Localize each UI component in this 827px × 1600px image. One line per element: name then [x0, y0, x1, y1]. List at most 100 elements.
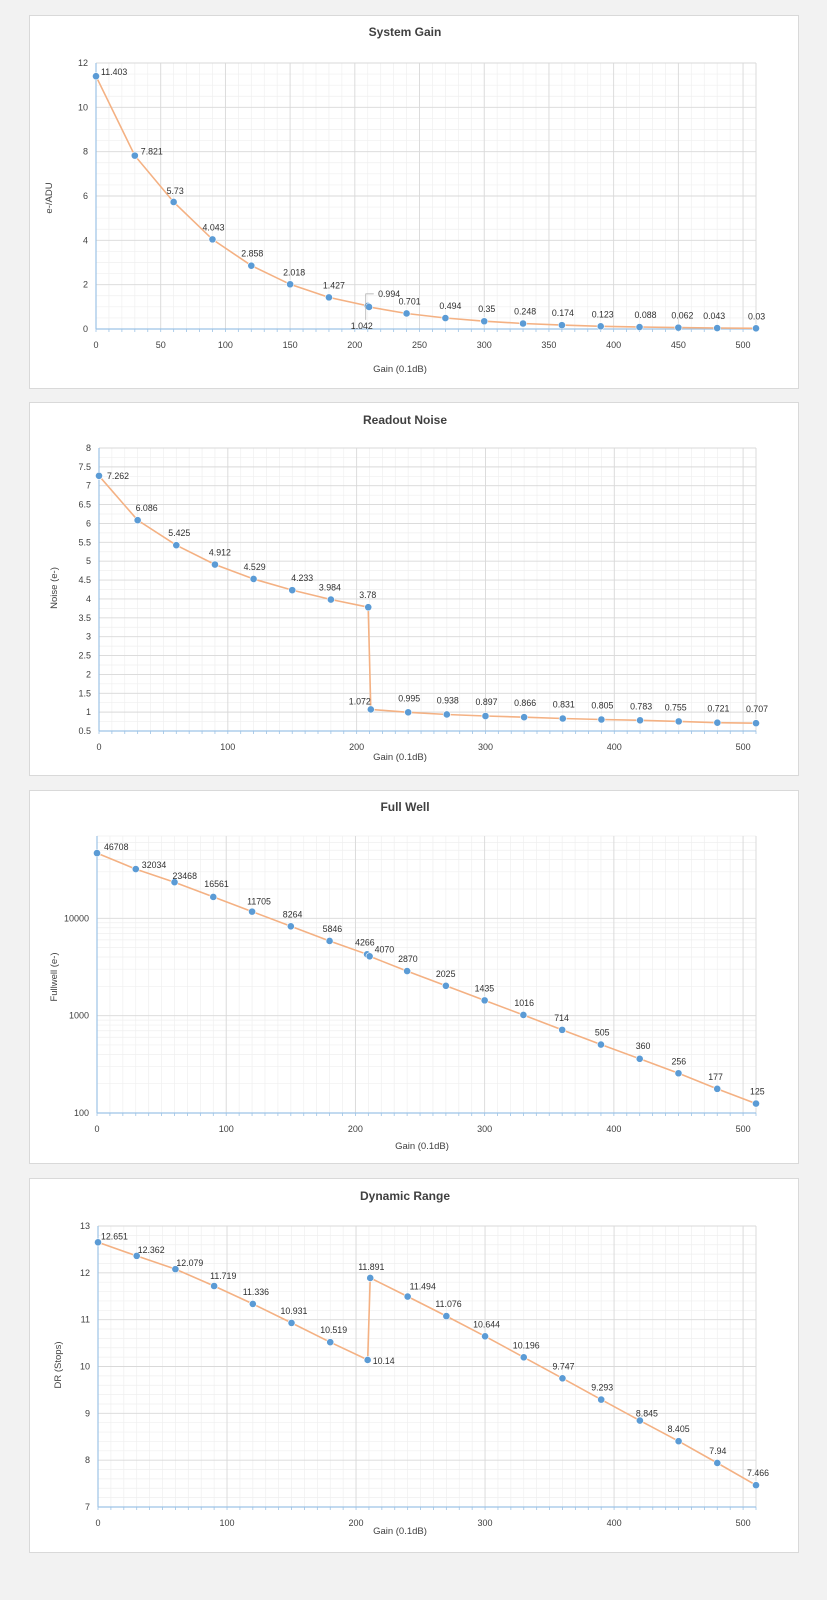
y-tick-label: 4.5	[78, 575, 91, 585]
data-label: 5846	[323, 924, 343, 934]
data-point	[366, 1274, 375, 1282]
data-point	[92, 72, 100, 81]
data-point	[211, 560, 219, 569]
y-tick-label: 7.5	[78, 462, 91, 472]
data-point	[287, 1318, 296, 1327]
data-point	[131, 865, 140, 873]
chart-title: Dynamic Range	[360, 1189, 450, 1203]
x-tick-label: 450	[671, 340, 686, 350]
data-label: 7.94	[709, 1446, 726, 1456]
data-point	[635, 1054, 644, 1063]
data-label: 46708	[104, 842, 129, 852]
data-point	[210, 1282, 219, 1290]
data-point	[208, 235, 217, 244]
data-point	[674, 1437, 683, 1446]
data-label: 11.891	[358, 1262, 384, 1272]
data-label: 0.174	[552, 308, 574, 318]
data-point	[558, 1025, 567, 1034]
data-point	[172, 541, 181, 550]
data-label: 4266	[355, 937, 375, 947]
data-label: 5.425	[168, 528, 190, 538]
x-tick-label: 500	[736, 340, 751, 350]
data-label: 4.529	[244, 562, 266, 572]
data-label: 0.707	[746, 704, 768, 714]
data-point	[404, 708, 413, 717]
data-label: 32034	[142, 860, 167, 870]
x-tick-label: 400	[607, 742, 622, 752]
data-point	[94, 1238, 102, 1247]
y-tick-label: 0.5	[78, 726, 91, 736]
data-point	[519, 1011, 528, 1019]
data-point	[363, 1356, 372, 1364]
y-tick-label: 5.5	[78, 537, 91, 547]
data-point	[674, 323, 683, 332]
data-label: 12.362	[138, 1245, 165, 1255]
data-label: 7.821	[141, 147, 163, 157]
data-point	[170, 878, 179, 887]
data-point	[403, 967, 412, 975]
data-label: 125	[750, 1087, 765, 1097]
data-label: 2.018	[283, 267, 305, 277]
x-axis-label: Gain (0.1dB)	[373, 752, 427, 763]
data-point	[365, 303, 373, 311]
data-point	[635, 323, 644, 331]
data-label: 11.403	[101, 67, 127, 77]
x-tick-label: 400	[606, 1124, 621, 1134]
data-label: 0.805	[591, 701, 613, 711]
series-line	[96, 852, 757, 1105]
y-tick-label: 12	[80, 1268, 90, 1278]
data-point	[442, 710, 451, 719]
y-tick-label: 10000	[64, 913, 89, 923]
y-tick-label: 0	[83, 324, 88, 334]
x-axis-label: Gain (0.1dB)	[373, 364, 427, 375]
y-tick-label: 12	[78, 58, 88, 68]
data-label: 8.845	[636, 1409, 658, 1419]
y-tick-label: 7	[85, 1502, 90, 1512]
data-point	[326, 1338, 335, 1347]
data-label: 11.336	[243, 1287, 269, 1297]
data-label: 2870	[398, 954, 418, 964]
data-label: 0.995	[398, 693, 420, 703]
data-label: 12.079	[176, 1258, 203, 1268]
data-point	[713, 718, 722, 727]
data-point	[597, 1040, 605, 1049]
data-point	[558, 1374, 567, 1383]
data-label: 2.858	[241, 249, 263, 259]
x-tick-label: 100	[219, 1124, 234, 1134]
y-axis-label: Noise (e-)	[49, 567, 60, 609]
series-line	[97, 1241, 757, 1486]
data-point	[93, 849, 101, 858]
data-label: 1435	[475, 983, 495, 993]
data-label: 7.262	[107, 471, 129, 481]
data-point	[520, 713, 529, 722]
data-point	[209, 893, 218, 901]
x-tick-label: 0	[94, 1124, 99, 1134]
x-tick-label: 0	[95, 1518, 100, 1528]
data-label: 23468	[173, 871, 198, 881]
x-tick-label: 100	[218, 340, 233, 350]
x-axis-label: Gain (0.1dB)	[395, 1141, 449, 1152]
data-point	[130, 151, 139, 160]
data-label: 4.043	[203, 222, 225, 232]
y-axis-label: DR (Stops)	[53, 1342, 64, 1389]
series-line	[95, 75, 757, 330]
data-point	[248, 907, 256, 916]
data-label: 714	[554, 1013, 569, 1023]
data-label: 0.043	[703, 311, 725, 321]
y-axis-label: Fullwell (e-)	[49, 952, 60, 1001]
data-point	[752, 719, 760, 728]
data-point	[481, 1332, 489, 1341]
data-label: 3.984	[319, 583, 341, 593]
data-point	[288, 586, 297, 595]
x-tick-label: 500	[736, 1518, 751, 1528]
y-tick-label: 1.5	[78, 688, 91, 698]
chart-title: Full Well	[380, 800, 429, 814]
data-point	[364, 603, 373, 612]
data-point	[752, 324, 760, 333]
x-tick-label: 200	[349, 1518, 364, 1528]
data-label: 10.519	[320, 1325, 347, 1335]
data-label: 10.14	[373, 1356, 395, 1366]
data-label: 0.35	[478, 304, 495, 314]
x-tick-label: 400	[607, 1518, 622, 1528]
data-point	[286, 922, 295, 931]
